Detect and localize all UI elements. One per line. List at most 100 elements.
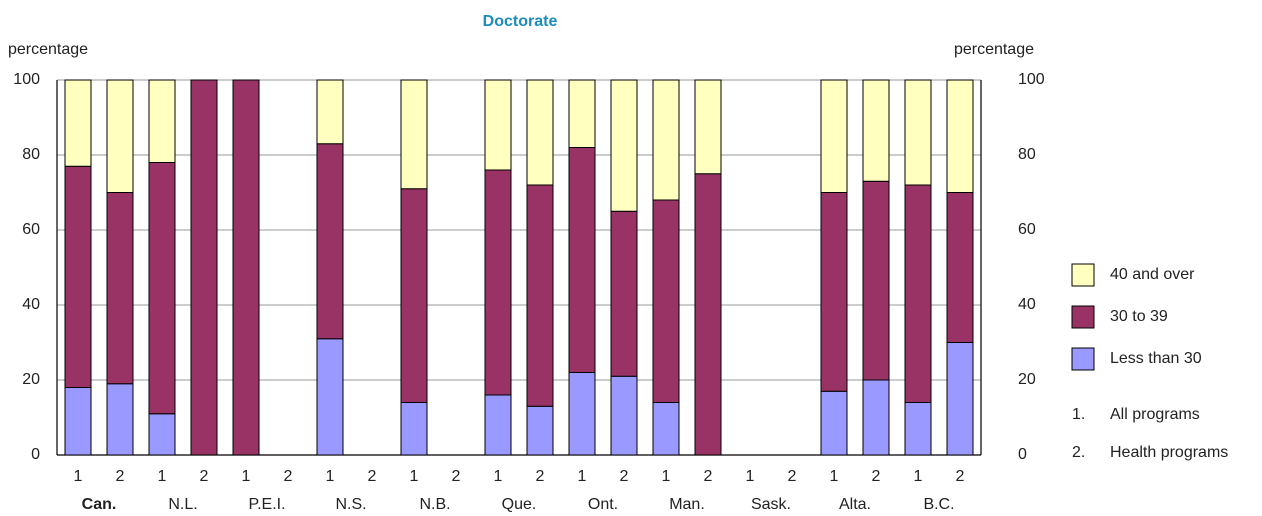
x-tick-label: 2	[872, 468, 881, 485]
bar-segment	[190, 79, 218, 456]
x-tick-label: 1	[494, 468, 503, 485]
bar-segment	[316, 79, 344, 145]
x-tick-label: 1	[662, 468, 671, 485]
group-label: Ont.	[588, 496, 618, 513]
bar-segment	[526, 405, 554, 456]
legend-label: 30 to 39	[1110, 308, 1168, 325]
bar-segment	[526, 184, 554, 407]
chart-title: Doctorate	[483, 13, 558, 30]
x-tick-label: 2	[536, 468, 545, 485]
bar-segment	[64, 387, 92, 456]
bar-segment	[862, 79, 890, 182]
y-tick-label: 60	[22, 221, 40, 238]
x-tick-label: 2	[704, 468, 713, 485]
bar-segment	[400, 188, 428, 403]
bar-segment	[820, 192, 848, 392]
y-tick-label: 80	[22, 146, 40, 163]
group-label: Man.	[669, 496, 705, 513]
bar-segment	[862, 379, 890, 456]
x-tick-label: 1	[74, 468, 83, 485]
bar-segment	[106, 79, 134, 193]
group-label: N.B.	[419, 496, 450, 513]
bar-segment	[820, 390, 848, 456]
bar-segment	[232, 79, 260, 456]
note-key: 1.	[1072, 406, 1085, 423]
bar-segment	[484, 79, 512, 171]
x-tick-label: 1	[326, 468, 335, 485]
y-tick-label: 0	[31, 446, 40, 463]
bar-segment	[526, 79, 554, 186]
bar-segment	[946, 192, 974, 343]
bar-segment	[64, 79, 92, 167]
bar-segment	[316, 338, 344, 456]
note-text: All programs	[1110, 406, 1200, 423]
x-tick-label: 2	[452, 468, 461, 485]
bar-segment	[904, 79, 932, 186]
y2-axis-title: percentage	[954, 41, 1034, 58]
bar-segment	[316, 143, 344, 340]
x-tick-label: 2	[284, 468, 293, 485]
y-axis-title: percentage	[8, 41, 88, 58]
y2-tick-label: 60	[1018, 221, 1036, 238]
x-tick-label: 2	[200, 468, 209, 485]
bar-segment	[610, 375, 638, 456]
y-tick-label: 20	[22, 371, 40, 388]
bar-segment	[400, 402, 428, 456]
bar-segment	[946, 79, 974, 193]
x-tick-label: 2	[116, 468, 125, 485]
group-label: P.E.I.	[248, 496, 285, 513]
y2-tick-label: 100	[1018, 71, 1045, 88]
bar-segment	[484, 169, 512, 396]
bar-segment	[652, 199, 680, 403]
legend-label: Less than 30	[1110, 350, 1202, 367]
bar-segment	[64, 165, 92, 388]
legend-label: 40 and over	[1110, 266, 1195, 283]
bar-segment	[106, 383, 134, 456]
y-tick-label: 100	[13, 71, 40, 88]
bar-segment	[652, 402, 680, 456]
x-tick-label: 1	[578, 468, 587, 485]
group-label: Que.	[502, 496, 537, 513]
y2-tick-label: 0	[1018, 446, 1027, 463]
bar-segment	[106, 192, 134, 385]
legend-swatch	[1071, 263, 1095, 287]
group-label: B.C.	[923, 496, 954, 513]
y-tick-label: 40	[22, 296, 40, 313]
y2-tick-label: 20	[1018, 371, 1036, 388]
bar-segment	[568, 79, 596, 148]
group-label: Sask.	[751, 496, 791, 513]
bar-segment	[610, 210, 638, 377]
bar-segment	[148, 162, 176, 415]
x-tick-label: 1	[410, 468, 419, 485]
bar-segment	[904, 402, 932, 456]
y2-tick-label: 80	[1018, 146, 1036, 163]
bar-segment	[694, 79, 722, 175]
group-label: Alta.	[839, 496, 871, 513]
y2-tick-label: 40	[1018, 296, 1036, 313]
bar-segment	[484, 394, 512, 456]
note-text: Health programs	[1110, 444, 1228, 461]
bar-segment	[904, 184, 932, 403]
bar-segment	[400, 79, 428, 190]
legend-swatch	[1071, 347, 1095, 371]
bar-segment	[568, 372, 596, 456]
x-tick-label: 2	[620, 468, 629, 485]
x-tick-label: 1	[242, 468, 251, 485]
bar-segment	[862, 180, 890, 381]
x-tick-label: 2	[368, 468, 377, 485]
legend-swatch	[1071, 305, 1095, 329]
bar-segment	[652, 79, 680, 201]
x-tick-label: 1	[914, 468, 923, 485]
bar-segment	[946, 342, 974, 456]
x-tick-label: 1	[158, 468, 167, 485]
bar-segment	[148, 79, 176, 163]
bar-segment	[568, 147, 596, 373]
bar-segment	[148, 413, 176, 456]
bar-segment	[820, 79, 848, 193]
group-label: Can.	[82, 496, 117, 513]
x-tick-label: 2	[956, 468, 965, 485]
bar-segment	[694, 173, 722, 456]
x-tick-label: 1	[830, 468, 839, 485]
x-tick-label: 1	[746, 468, 755, 485]
